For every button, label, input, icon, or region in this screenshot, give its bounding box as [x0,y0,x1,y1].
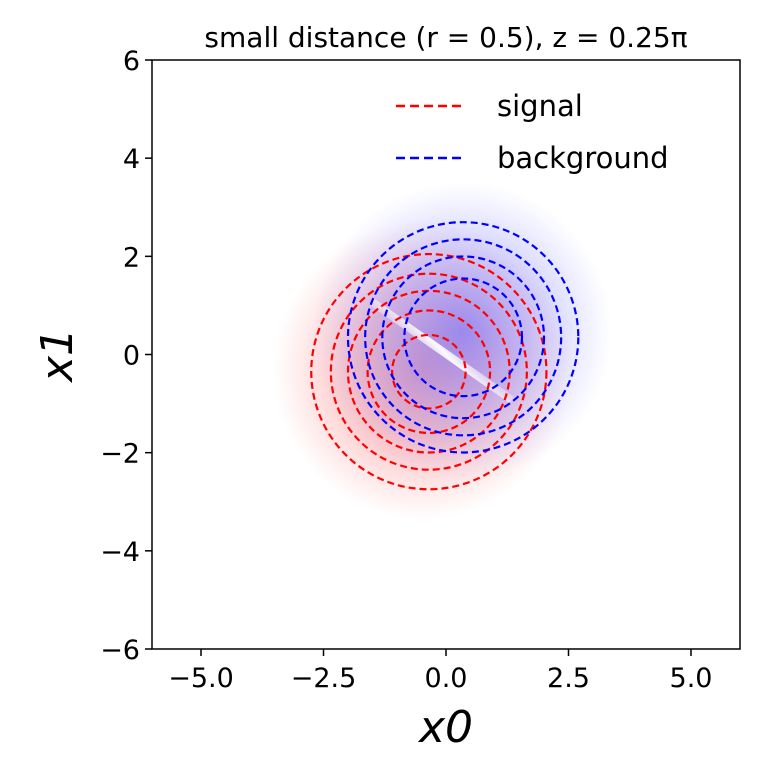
x-tick-label: −5.0 [168,663,234,694]
y-tick-label: 6 [123,46,140,77]
probability-heatmap [273,182,612,520]
signal-contour-1 [391,333,467,410]
x-axis-ticks: −5.0 −2.5 0.0 2.5 5.0 [168,649,712,694]
legend: signal background [396,89,669,175]
y-tick-label: 4 [123,144,140,175]
x-tick-label: 2.5 [547,663,590,694]
y-tick-label: 2 [123,242,140,273]
y-axis-label: x1 [32,328,83,384]
legend-label-signal: signal [497,89,583,123]
legend-label-background: background [497,141,669,175]
y-tick-label: −4 [100,537,140,568]
y-axis-ticks: −6 −4 −2 0 2 4 6 [100,46,152,666]
x-axis-label: x0 [417,702,473,753]
y-tick-label: −2 [100,439,140,470]
background-contour-3 [364,238,563,437]
x-tick-label: 5.0 [670,663,713,694]
contour-layer [310,221,580,491]
signal-contour-4 [329,272,528,471]
background-contour-1 [403,277,524,398]
background-contour-4 [346,221,580,454]
y-tick-label: 0 [123,341,140,372]
signal-contours [310,252,548,491]
background-density [312,182,612,482]
y-tick-label: −6 [100,635,140,666]
signal-contour-2 [366,309,492,435]
x-tick-label: −2.5 [291,663,357,694]
x-tick-label: 0.0 [425,663,468,694]
chart-title: small distance (r = 0.5), z = 0.25π [204,21,687,54]
background-contour-2 [381,255,546,420]
signal-contour-5 [310,252,548,491]
background-contours [346,221,580,454]
